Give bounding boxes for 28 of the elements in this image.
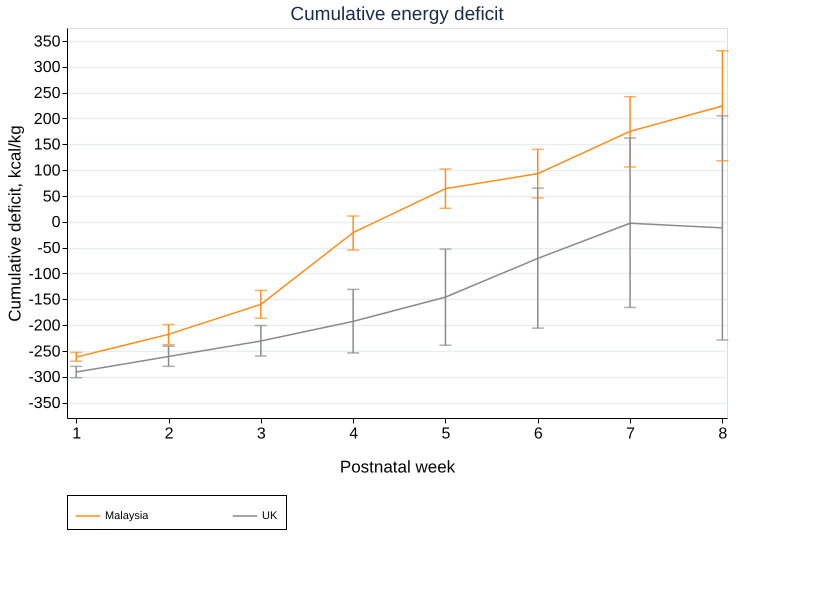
y-tick-label: 150: [34, 136, 61, 154]
y-tick-label: 50: [42, 188, 61, 206]
y-tick-label: 350: [34, 33, 61, 50]
y-tick-label: 250: [34, 85, 61, 102]
y-tick-label: 0: [52, 214, 61, 232]
y-tick-label: -150: [28, 292, 61, 309]
legend-label: UK: [262, 510, 278, 522]
y-tick-label: -50: [37, 240, 61, 258]
y-axis-title: Cumulative deficit, kcal/kg: [5, 125, 24, 322]
y-tick-label: -250: [28, 343, 61, 360]
legend-label: Malaysia: [105, 510, 150, 522]
x-axis-title: Postnatal week: [340, 458, 456, 476]
y-tick-label: -200: [28, 318, 61, 335]
chart-title: Cumulative energy deficit: [290, 4, 504, 25]
y-tick-label: 300: [34, 59, 61, 76]
x-tick-label: 1: [72, 426, 82, 442]
y-tick-label: 200: [34, 110, 61, 128]
x-tick-label: 3: [256, 426, 266, 442]
x-tick-label: 6: [534, 426, 543, 442]
y-tick-label: -300: [28, 369, 61, 386]
x-tick-label: 5: [442, 426, 451, 442]
x-tick-label: 4: [349, 426, 358, 442]
x-tick-label: 2: [164, 426, 174, 442]
y-tick-label: -350: [28, 395, 61, 412]
y-tick-label: 100: [34, 162, 61, 180]
y-tick-label: -100: [28, 266, 61, 283]
x-tick-label: 8: [718, 426, 728, 442]
x-tick-label: 7: [626, 426, 636, 442]
